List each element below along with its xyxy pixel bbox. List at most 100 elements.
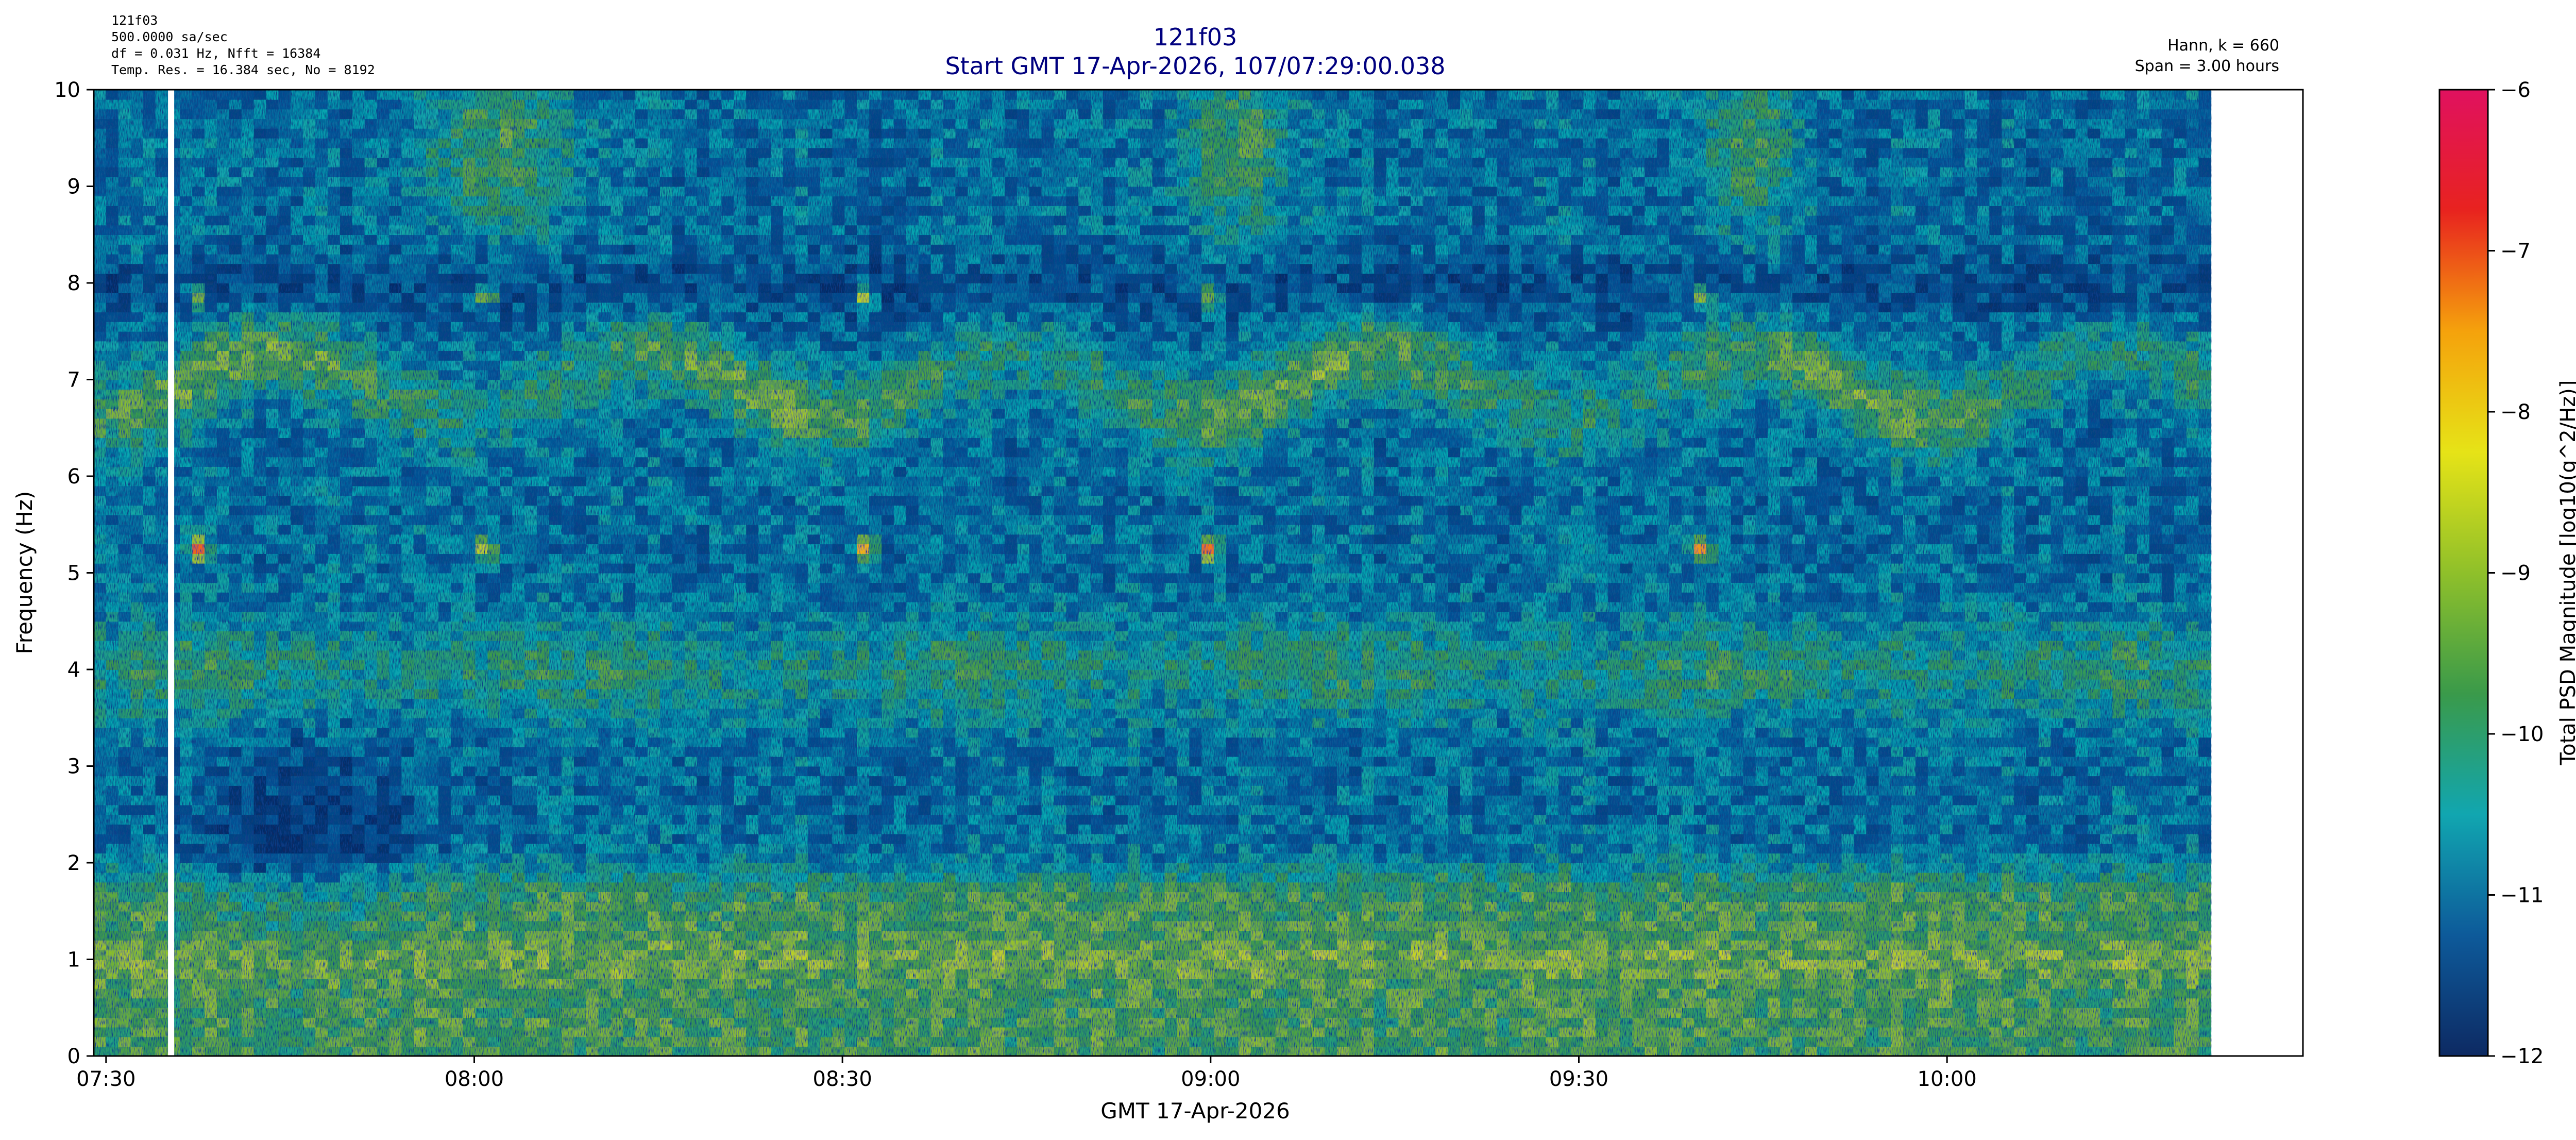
heatmap-cell (278, 728, 291, 738)
heatmap-cell (131, 303, 144, 313)
heatmap-cell (118, 215, 131, 226)
heatmap-cell (106, 457, 119, 467)
heatmap-cell (217, 177, 230, 187)
heatmap-cell (217, 486, 230, 496)
heatmap-cell (217, 264, 230, 274)
heatmap-cell (205, 573, 217, 583)
heatmap-cell (217, 824, 230, 834)
heatmap-cell (685, 737, 698, 747)
heatmap-cell (635, 312, 648, 322)
heatmap-cell (328, 447, 341, 458)
heatmap-cell (599, 834, 612, 844)
heatmap-cell (685, 612, 698, 622)
heatmap-cell (685, 496, 698, 506)
heatmap-cell (94, 515, 107, 525)
heatmap-cell (611, 776, 623, 786)
heatmap-cell (352, 418, 365, 429)
heatmap-cell (476, 940, 488, 950)
heatmap-cell (254, 254, 267, 264)
heatmap-cell (488, 312, 501, 322)
heatmap-cell (377, 428, 390, 438)
heatmap-cell (537, 525, 550, 535)
heatmap-cell (562, 466, 574, 477)
heatmap-cell (340, 563, 353, 574)
heatmap-cell (524, 892, 537, 902)
heatmap-cell (389, 621, 402, 631)
heatmap-cell (635, 641, 648, 651)
heatmap-cell (291, 234, 303, 245)
heatmap-cell (500, 795, 513, 806)
heatmap-cell (414, 882, 427, 893)
heatmap-cell (648, 689, 660, 699)
heatmap-cell (635, 496, 648, 506)
heatmap-cell (303, 940, 316, 950)
heatmap-cell (180, 1027, 193, 1037)
heatmap-cell (131, 225, 144, 236)
heatmap-cell (266, 234, 279, 245)
heatmap-cell (291, 380, 303, 390)
heatmap-cell (537, 979, 550, 989)
heatmap-cell (131, 148, 144, 158)
heatmap-cell (94, 708, 107, 718)
heatmap-cell (586, 718, 599, 728)
heatmap-cell (660, 225, 673, 236)
heatmap-cell (672, 882, 685, 893)
heatmap-cell (463, 689, 476, 699)
heatmap-cell (524, 960, 537, 970)
heatmap-cell (512, 631, 525, 641)
heatmap-cell (586, 612, 599, 622)
heatmap-cell (476, 621, 488, 631)
heatmap-cell (229, 785, 242, 796)
heatmap-cell (352, 988, 365, 999)
heatmap-cell (340, 128, 353, 139)
heatmap-cell (574, 641, 587, 651)
heatmap-cell (242, 969, 255, 979)
heatmap-cell (180, 669, 193, 680)
heatmap-cell (192, 109, 205, 120)
heatmap-cell (438, 766, 451, 777)
heatmap-cell (266, 766, 279, 777)
heatmap-cell (488, 621, 501, 631)
heatmap-cell (438, 960, 451, 970)
heatmap-cell (476, 254, 488, 264)
heatmap-cell (512, 834, 525, 844)
heatmap-cell (229, 573, 242, 583)
heatmap-cell (328, 389, 341, 399)
heatmap-cell (426, 834, 439, 844)
heatmap-cell (303, 554, 316, 564)
heatmap-cell (549, 988, 562, 999)
heatmap-cell (143, 119, 156, 129)
heatmap-cell (599, 901, 612, 912)
heatmap-cell (242, 148, 255, 158)
heatmap-cell (476, 447, 488, 458)
heatmap-cell (488, 515, 501, 525)
heatmap-cell (672, 679, 685, 690)
heatmap-cell (599, 950, 612, 960)
heatmap-cell (586, 534, 599, 545)
heatmap-cell (426, 844, 439, 854)
heatmap-cell (229, 757, 242, 767)
heatmap-cell (611, 563, 623, 574)
heatmap-cell (586, 234, 599, 245)
heatmap-cell (660, 641, 673, 651)
heatmap-cell (278, 901, 291, 912)
heatmap-cell (500, 428, 513, 438)
heatmap-cell (512, 187, 525, 197)
heatmap-cell (648, 650, 660, 661)
heatmap-cell (340, 476, 353, 487)
heatmap-cell (549, 621, 562, 631)
heatmap-cell (586, 930, 599, 941)
heatmap-cell (562, 264, 574, 274)
heatmap-cell (192, 322, 205, 332)
heatmap-cell (205, 901, 217, 912)
heatmap-cell (611, 988, 623, 999)
heatmap-cell (340, 196, 353, 206)
heatmap-cell (672, 950, 685, 960)
heatmap-cell (524, 737, 537, 747)
heatmap-cell (611, 525, 623, 535)
heatmap-cell (254, 109, 267, 120)
heatmap-cell (118, 234, 131, 245)
heatmap-cell (254, 573, 267, 583)
heatmap-cell (377, 303, 390, 313)
heatmap-cell (377, 834, 390, 844)
